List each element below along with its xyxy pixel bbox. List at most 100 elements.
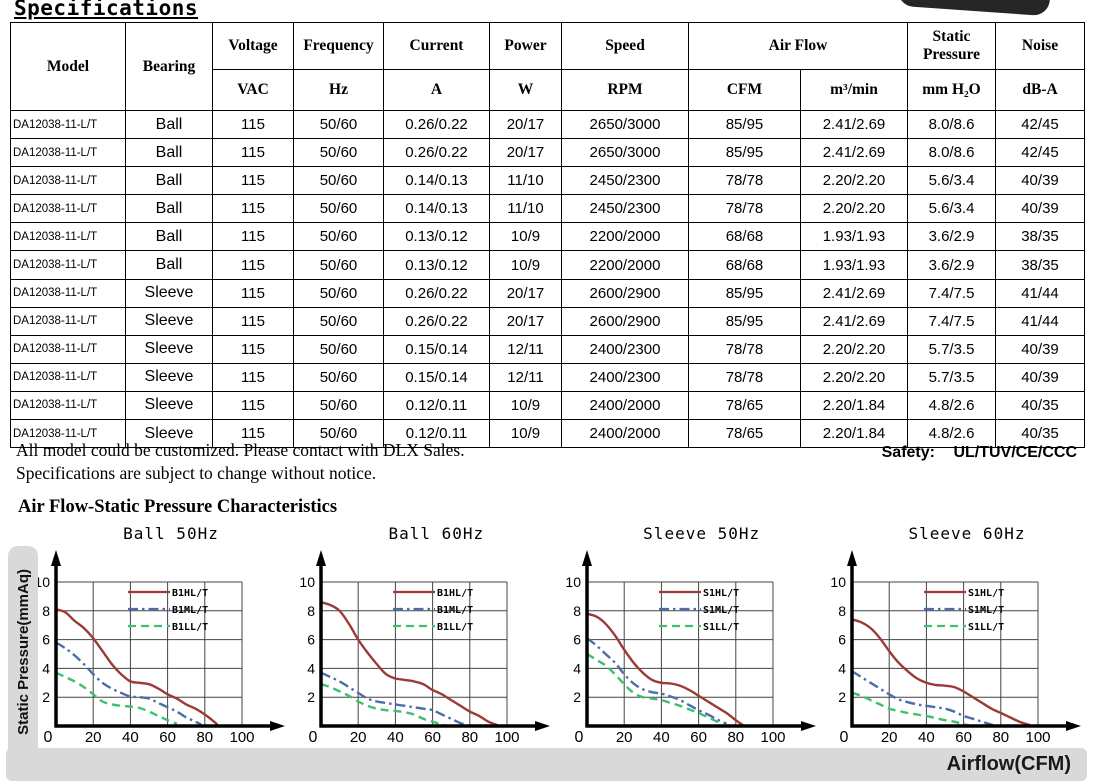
y-tick-label: 8	[42, 603, 50, 619]
x-axis-arrow	[1065, 721, 1081, 731]
x-tick-label: 40	[918, 729, 935, 744]
x-tick-label: 80	[462, 729, 479, 744]
table-cell: 41/44	[995, 278, 1085, 308]
table-cell: 5.7/3.5	[907, 334, 996, 364]
table-cell: 0.15/0.14	[383, 362, 490, 392]
table-cell: 78/78	[688, 166, 801, 196]
origin-label: 0	[840, 729, 849, 744]
table-cell: 115	[212, 194, 294, 224]
table-cell: 115	[212, 278, 294, 308]
col-header-noise: Noise	[995, 22, 1085, 70]
table-cell: 0.26/0.22	[383, 138, 490, 168]
table-cell: Ball	[125, 138, 213, 168]
y-axis-label-bar: Static Pressure(mmAq)	[8, 546, 38, 758]
table-row: DA12038-11-L/T Sleeve 115 50/60 0.12/0.11 10/…	[10, 390, 1085, 421]
table-cell: 2200/2000	[561, 222, 689, 252]
y-axis-arrow	[316, 550, 327, 566]
table-cell: 2400/2300	[561, 334, 689, 364]
unit-voltage: VAC	[212, 69, 294, 111]
table-cell: 115	[212, 362, 294, 392]
legend-label: B1HL/T	[172, 588, 208, 599]
series-S1ML/T	[585, 637, 727, 725]
table-cell: 50/60	[293, 138, 384, 168]
y-tick-label: 4	[308, 660, 316, 676]
table-cell: 0.14/0.13	[383, 166, 490, 196]
unit-static-pressure: mm H₂O	[907, 69, 996, 111]
legend-label: B1ML/T	[437, 605, 473, 616]
table-cell: 10/9	[489, 222, 562, 252]
table-cell: 0.14/0.13	[383, 194, 490, 224]
col-header-airflow: Air Flow	[688, 22, 908, 70]
legend-label: B1LL/T	[172, 622, 208, 633]
table-cell: Sleeve	[125, 334, 213, 364]
col-header-current: Current	[383, 22, 490, 70]
table-cell: 50/60	[293, 278, 384, 308]
table-cell: 38/35	[995, 250, 1085, 280]
table-cell: 85/95	[688, 109, 801, 140]
table-cell: 115	[212, 334, 294, 364]
table-cell: DA12038-11-L/T	[10, 109, 126, 140]
table-cell: 12/11	[489, 334, 562, 364]
y-tick-label: 8	[838, 603, 846, 619]
table-cell: 2.41/2.69	[800, 306, 908, 336]
unit-speed: RPM	[561, 69, 689, 111]
table-cell: 2.41/2.69	[800, 109, 908, 140]
table-cell: 50/60	[293, 222, 384, 252]
table-cell: 1.93/1.93	[800, 250, 908, 280]
table-cell: 2.41/2.69	[800, 278, 908, 308]
table-cell: 2200/2000	[561, 250, 689, 280]
table-cell: 50/60	[293, 166, 384, 196]
origin-label: 0	[574, 729, 583, 744]
col-header-bearing: Bearing	[125, 22, 213, 111]
x-tick-label: 60	[159, 729, 176, 744]
chart-title: Ball 50Hz	[123, 524, 219, 543]
table-cell: 50/60	[293, 390, 384, 421]
table-cell: 20/17	[489, 278, 562, 308]
table-cell: DA12038-11-L/T	[10, 222, 126, 252]
x-tick-label: 20	[350, 729, 367, 744]
col-header-model: Model	[10, 22, 126, 111]
x-tick-label: 100	[495, 729, 520, 744]
table-cell: Ball	[125, 250, 213, 280]
series-B1LL/T	[55, 671, 178, 725]
series-B1ML/T	[55, 641, 202, 726]
table-cell: DA12038-11-L/T	[10, 166, 126, 196]
table-cell: 50/60	[293, 362, 384, 392]
table-cell: 50/60	[293, 109, 384, 140]
x-axis-arrow	[800, 721, 816, 731]
legend-label: S1HL/T	[968, 588, 1004, 599]
table-cell: 8.0/8.6	[907, 138, 996, 168]
table-cell: 40/39	[995, 166, 1085, 196]
table-row: DA12038-11-L/T Ball 115 50/60 0.13/0.12 10/9 2…	[10, 222, 1085, 252]
fan-photo-corner	[897, 0, 1051, 17]
x-axis-arrow	[270, 721, 285, 731]
table-cell: 11/10	[489, 194, 562, 224]
x-tick-label: 60	[425, 729, 442, 744]
legend-label: S1ML/T	[703, 605, 739, 616]
table-cell: DA12038-11-L/T	[10, 390, 126, 421]
col-header-voltage: Voltage	[212, 22, 294, 70]
table-cell: DA12038-11-L/T	[10, 334, 126, 364]
table-cell: 5.6/3.4	[907, 194, 996, 224]
series-S1HL/T	[586, 612, 744, 727]
legend-label: B1ML/T	[172, 605, 208, 616]
page-title: Specifications	[14, 0, 199, 20]
table-row: DA12038-11-L/T Sleeve 115 50/60 0.15/0.14 12/…	[10, 362, 1085, 392]
x-axis-arrow	[535, 721, 551, 731]
unit-airflow-m3: m³/min	[800, 69, 908, 111]
series-B1ML/T	[320, 671, 467, 726]
table-cell: 50/60	[293, 194, 384, 224]
legend-label: S1LL/T	[968, 622, 1004, 633]
y-tick-label: 2	[42, 689, 50, 705]
table-cell: 0.15/0.14	[383, 334, 490, 364]
table-cell: 2650/3000	[561, 138, 689, 168]
table-cell: 7.4/7.5	[907, 278, 996, 308]
x-tick-label: 80	[992, 729, 1009, 744]
table-cell: 10/9	[489, 250, 562, 280]
table-cell: Ball	[125, 109, 213, 140]
table-cell: 12/11	[489, 362, 562, 392]
legend-label: S1HL/T	[703, 588, 739, 599]
table-cell: 115	[212, 166, 294, 196]
y-axis-arrow	[846, 550, 857, 566]
table-cell: Ball	[125, 222, 213, 252]
